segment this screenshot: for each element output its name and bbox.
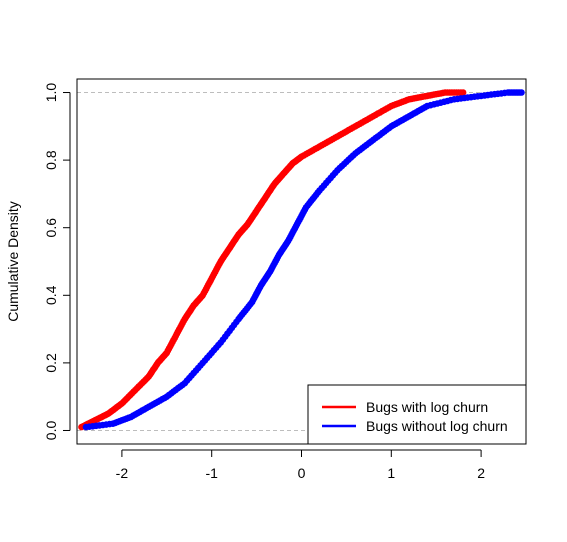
- x-tick-label: -2: [116, 465, 129, 481]
- y-tick-label: 0.8: [43, 150, 59, 170]
- x-tick-label: -1: [205, 465, 218, 481]
- data-point: [518, 89, 525, 96]
- y-tick-label: 0.4: [43, 285, 59, 305]
- x-axis: -2 -1 0 1 2: [116, 449, 485, 481]
- plot-frame: [76, 78, 527, 445]
- data-point: [459, 89, 467, 96]
- y-axis: 0.0 0.2 0.4 0.6 0.8 1.0: [43, 83, 71, 441]
- y-tick-label: 0.6: [43, 218, 59, 238]
- series-0: [78, 89, 467, 431]
- y-tick-label: 0.0: [43, 421, 59, 441]
- series-layer: [78, 89, 525, 431]
- legend-label: Bugs without log churn: [366, 418, 508, 434]
- x-tick-label: 1: [387, 465, 395, 481]
- series-1: [82, 89, 525, 431]
- x-tick-label: 0: [298, 465, 306, 481]
- legend-label: Bugs with log churn: [366, 399, 488, 415]
- legend-box: [307, 384, 527, 445]
- y-tick-label: 0.2: [43, 353, 59, 373]
- legend: Bugs with log churn Bugs without log chur…: [307, 384, 527, 445]
- x-tick-label: 2: [477, 465, 485, 481]
- y-tick-label: 1.0: [43, 83, 59, 103]
- y-axis-label: Cumulative Density: [5, 201, 21, 322]
- series-line: [81, 91, 464, 428]
